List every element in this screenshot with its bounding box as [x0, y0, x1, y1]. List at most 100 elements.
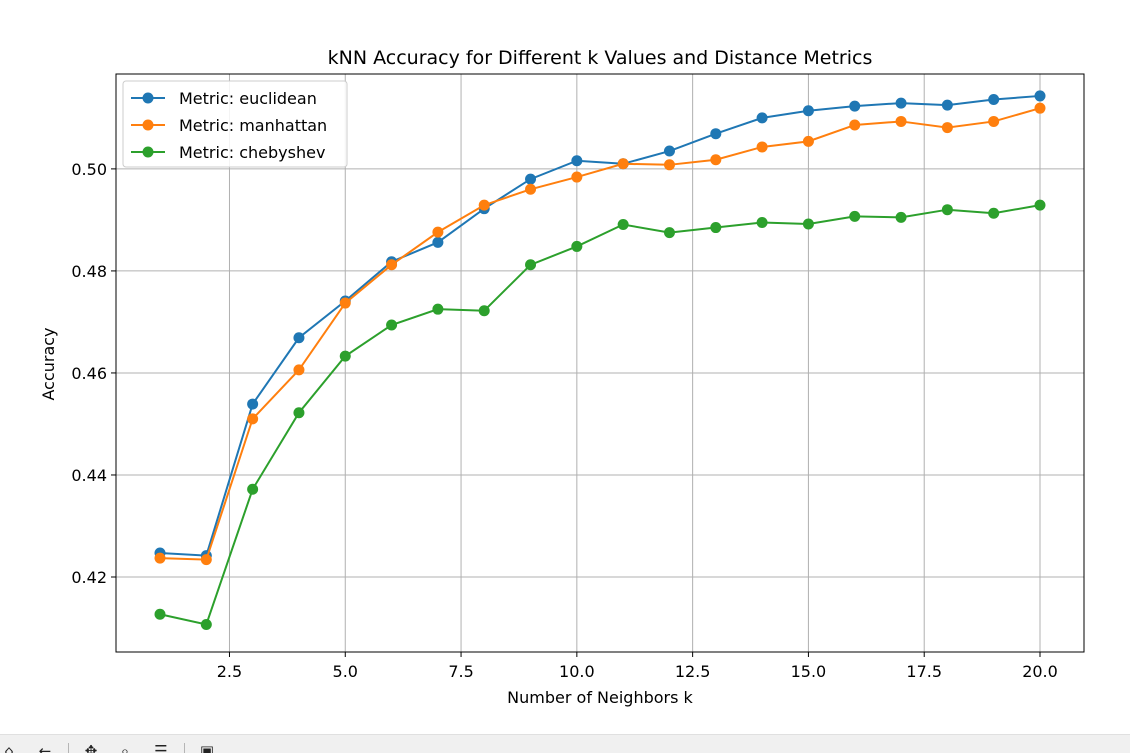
legend-entry: Metric: manhattan	[131, 116, 327, 135]
x-tick-label: 15.0	[791, 662, 827, 681]
data-point	[200, 554, 212, 566]
plot-frame	[115, 73, 1085, 653]
data-point	[849, 119, 861, 131]
y-tick-label: 0.46	[71, 364, 107, 383]
toolbar: ⌂ ← ✥ ⌕ ☰ ▣	[0, 734, 1130, 753]
configure-icon[interactable]: ☰	[154, 742, 168, 753]
data-point	[895, 115, 907, 127]
y-tick-label: 0.48	[71, 262, 107, 281]
data-point	[802, 218, 814, 230]
data-point	[988, 115, 1000, 127]
series-chebyshev	[154, 199, 1046, 630]
home-icon[interactable]: ⌂	[4, 742, 14, 753]
series-line	[159, 94, 1041, 557]
data-point	[432, 226, 444, 238]
x-tick-label: 5.0	[333, 662, 358, 681]
data-point	[293, 407, 305, 419]
y-tick-label: 0.42	[71, 568, 107, 587]
data-point	[617, 218, 629, 230]
data-point	[849, 210, 861, 222]
data-point	[571, 155, 583, 167]
data-point	[941, 99, 953, 111]
data-point	[756, 216, 768, 228]
data-point	[663, 145, 675, 157]
data-point	[941, 204, 953, 216]
data-point	[154, 552, 166, 564]
data-point	[710, 154, 722, 166]
data-point	[941, 122, 953, 134]
data-point	[432, 236, 444, 248]
legend-label: Metric: manhattan	[179, 116, 327, 135]
data-point	[710, 222, 722, 234]
x-tick-label: 20.0	[1022, 662, 1058, 681]
data-point	[895, 211, 907, 223]
data-point	[663, 227, 675, 239]
pan-icon[interactable]: ✥	[84, 742, 98, 753]
chart: kNN Accuracy for Different k Values and …	[39, 47, 1085, 707]
data-point	[293, 364, 305, 376]
x-tick-label: 12.5	[675, 662, 711, 681]
data-point	[571, 240, 583, 252]
series-line	[159, 107, 1041, 561]
save-icon[interactable]: ▣	[199, 742, 215, 753]
data-point	[200, 618, 212, 630]
data-point	[571, 171, 583, 183]
data-point	[386, 319, 398, 331]
series-line	[159, 204, 1041, 626]
data-point	[525, 173, 537, 185]
data-point	[710, 128, 722, 140]
axis-ticks: 2.5 5.0 7.5 10.0 12.5 15.0 17.5 20.0 0.42 0.44 0.4…	[71, 160, 1057, 681]
legend-swatch-marker	[142, 92, 154, 104]
data-point	[988, 94, 1000, 106]
data-point	[247, 483, 259, 495]
data-point	[1034, 102, 1046, 114]
data-point	[339, 297, 351, 309]
data-point	[1034, 90, 1046, 102]
data-point	[247, 413, 259, 425]
data-point	[617, 158, 629, 170]
legend-box	[122, 80, 348, 168]
data-point	[756, 112, 768, 124]
legend-label: Metric: chebyshev	[179, 143, 325, 162]
legend-entry: Metric: chebyshev	[131, 143, 325, 162]
data-point	[293, 332, 305, 344]
series-layer	[154, 90, 1046, 630]
toolbar-separator	[68, 743, 69, 753]
legend: Metric: euclidean Metric: manhattan Metric…	[122, 80, 348, 168]
x-axis-label: Number of Neighbors k	[507, 688, 693, 707]
x-tick-label: 10.0	[559, 662, 595, 681]
data-point	[756, 141, 768, 153]
chart-title: kNN Accuracy for Different k Values and …	[328, 47, 873, 69]
y-axis-label: Accuracy	[39, 327, 58, 400]
data-point	[802, 135, 814, 147]
data-point	[432, 303, 444, 315]
data-point	[525, 259, 537, 271]
y-tick-label: 0.44	[71, 466, 107, 485]
back-icon[interactable]: ←	[38, 742, 52, 753]
legend-entry: Metric: euclidean	[131, 89, 317, 108]
zoom-icon[interactable]: ⌕	[120, 742, 130, 753]
data-point	[802, 105, 814, 117]
legend-swatch-marker	[142, 119, 154, 131]
data-point	[663, 159, 675, 171]
toolbar-separator	[184, 743, 185, 753]
data-point	[1034, 199, 1046, 211]
grid	[116, 74, 1084, 652]
data-point	[247, 398, 259, 410]
data-point	[478, 305, 490, 317]
data-point	[525, 183, 537, 195]
data-point	[339, 350, 351, 362]
data-point	[478, 199, 490, 211]
data-point	[386, 259, 398, 271]
data-point	[988, 207, 1000, 219]
data-point	[154, 608, 166, 620]
legend-label: Metric: euclidean	[179, 89, 317, 108]
legend-swatch-marker	[142, 146, 154, 158]
series-manhattan	[154, 102, 1046, 566]
x-tick-label: 7.5	[448, 662, 473, 681]
data-point	[895, 97, 907, 109]
data-point	[849, 100, 861, 112]
y-tick-label: 0.50	[71, 160, 107, 179]
x-tick-label: 2.5	[217, 662, 242, 681]
x-tick-label: 17.5	[906, 662, 942, 681]
